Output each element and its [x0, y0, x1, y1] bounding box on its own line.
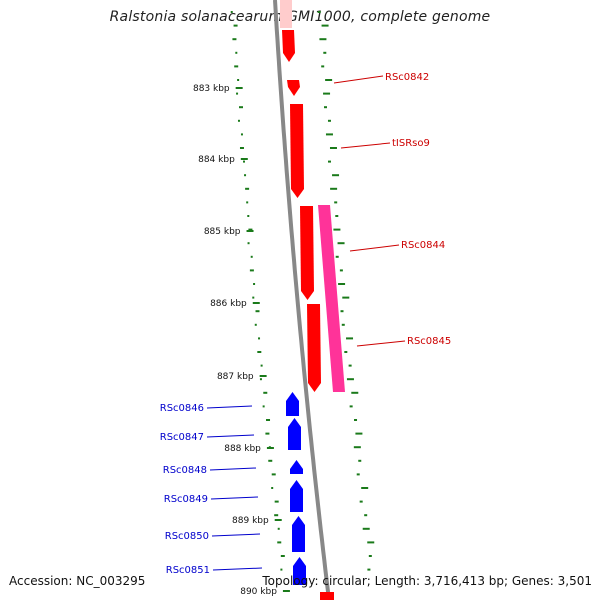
leader-line-RSc0850 [212, 534, 260, 536]
gene-arrow-RSc0847[interactable] [288, 418, 301, 450]
gene-arrow-RSc0844[interactable] [300, 206, 314, 300]
leader-line-RSc0848 [210, 468, 256, 470]
scale-label: 889 kbp [232, 516, 269, 526]
leader-line-RSc0844 [350, 245, 399, 251]
gene-arrow-RSc0845[interactable] [307, 304, 321, 392]
gene-label-RSc0848[interactable]: RSc0848 [163, 465, 207, 476]
scale-label: 888 kbp [224, 444, 261, 454]
gene-label-RSc0842[interactable]: RSc0842 [385, 72, 429, 83]
leader-line-RSc0847 [207, 435, 254, 437]
gene-label-RSc0851[interactable]: RSc0851 [166, 565, 210, 576]
scale-label: 883 kbp [193, 84, 230, 94]
leader-line-RSc0846 [207, 406, 252, 408]
scale-label: 887 kbp [217, 372, 254, 382]
leader-line-tISRso9 [341, 143, 390, 148]
gene-label-RSc0850[interactable]: RSc0850 [165, 531, 209, 542]
leader-line-RSc0842 [334, 76, 383, 83]
gene-arrow-RSc0848[interactable] [290, 460, 303, 474]
gene-label-RSc0846[interactable]: RSc0846 [160, 403, 204, 414]
scale-label: 890 kbp [240, 587, 277, 597]
gene-arrow-RSc0850[interactable] [292, 516, 305, 552]
gene-arrow-RSc0849[interactable] [290, 480, 303, 512]
gene-label-RSc0849[interactable]: RSc0849 [164, 494, 208, 505]
gene-label-RSc0847[interactable]: RSc0847 [160, 432, 204, 443]
gene-fragment-bottom [320, 592, 334, 600]
leader-line-RSc0849 [211, 497, 258, 499]
gene-arrow-RSc0842[interactable] [287, 80, 300, 96]
scale-label: 885 kbp [204, 227, 241, 237]
gene-label-RSc0844[interactable]: RSc0844 [401, 240, 445, 251]
accession-label: Accession: NC_003295 [9, 574, 145, 588]
gene-label-RSc0845[interactable]: RSc0845 [407, 336, 451, 347]
gene-fragment-top [280, 0, 292, 28]
gene-label-tISRso9[interactable]: tISRso9 [392, 138, 430, 149]
gene-arrow-unlabeled[interactable] [282, 30, 295, 62]
rna-bar-RSc0844[interactable] [318, 205, 345, 392]
scale-label: 884 kbp [198, 155, 235, 165]
genome-summary-label: Topology: circular; Length: 3,716,413 bp… [262, 574, 592, 588]
scale-label: 886 kbp [210, 299, 247, 309]
leader-line-RSc0851 [213, 568, 262, 570]
gene-arrow-tISRso9[interactable] [290, 104, 304, 198]
leader-line-RSc0845 [357, 341, 405, 346]
gene-arrow-RSc0846[interactable] [286, 392, 299, 416]
